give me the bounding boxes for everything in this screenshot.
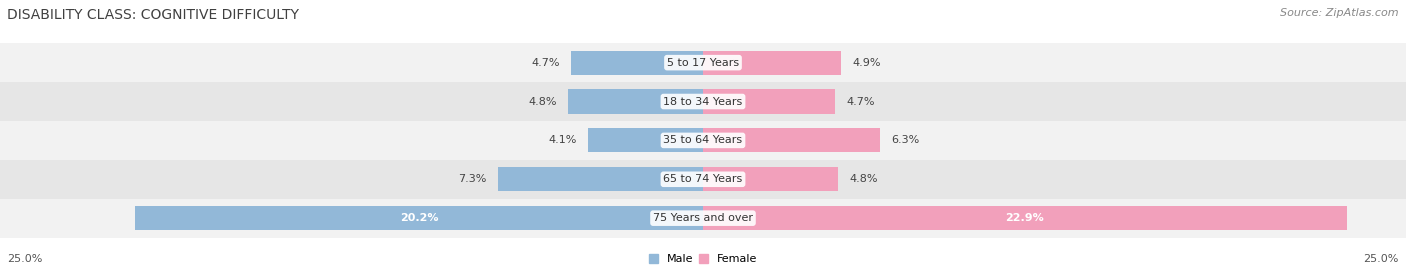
Bar bbox=[588, 128, 703, 153]
Text: 7.3%: 7.3% bbox=[458, 174, 486, 184]
Bar bbox=[703, 206, 1347, 230]
Bar bbox=[0, 121, 1406, 160]
Bar bbox=[0, 160, 1406, 199]
Text: 4.8%: 4.8% bbox=[529, 96, 557, 107]
Bar bbox=[0, 199, 1406, 238]
Text: 18 to 34 Years: 18 to 34 Years bbox=[664, 96, 742, 107]
Text: 4.7%: 4.7% bbox=[846, 96, 875, 107]
Text: DISABILITY CLASS: COGNITIVE DIFFICULTY: DISABILITY CLASS: COGNITIVE DIFFICULTY bbox=[7, 8, 299, 22]
Bar bbox=[498, 167, 703, 191]
Bar bbox=[703, 89, 835, 114]
Bar bbox=[0, 82, 1406, 121]
Bar bbox=[571, 50, 703, 75]
Bar bbox=[0, 43, 1406, 82]
Text: 20.2%: 20.2% bbox=[399, 213, 439, 223]
Legend: Male, Female: Male, Female bbox=[650, 254, 756, 264]
Text: 6.3%: 6.3% bbox=[891, 135, 920, 146]
Text: 75 Years and over: 75 Years and over bbox=[652, 213, 754, 223]
Text: 25.0%: 25.0% bbox=[1364, 254, 1399, 264]
Bar bbox=[568, 89, 703, 114]
Text: 35 to 64 Years: 35 to 64 Years bbox=[664, 135, 742, 146]
Text: 25.0%: 25.0% bbox=[7, 254, 42, 264]
Text: 4.9%: 4.9% bbox=[852, 58, 880, 68]
Bar bbox=[703, 167, 838, 191]
Text: 4.7%: 4.7% bbox=[531, 58, 560, 68]
Bar bbox=[703, 50, 841, 75]
Text: 4.1%: 4.1% bbox=[548, 135, 576, 146]
Text: 4.8%: 4.8% bbox=[849, 174, 877, 184]
Bar bbox=[135, 206, 703, 230]
Text: Source: ZipAtlas.com: Source: ZipAtlas.com bbox=[1281, 8, 1399, 18]
Bar bbox=[703, 128, 880, 153]
Text: 22.9%: 22.9% bbox=[1005, 213, 1045, 223]
Text: 5 to 17 Years: 5 to 17 Years bbox=[666, 58, 740, 68]
Text: 65 to 74 Years: 65 to 74 Years bbox=[664, 174, 742, 184]
